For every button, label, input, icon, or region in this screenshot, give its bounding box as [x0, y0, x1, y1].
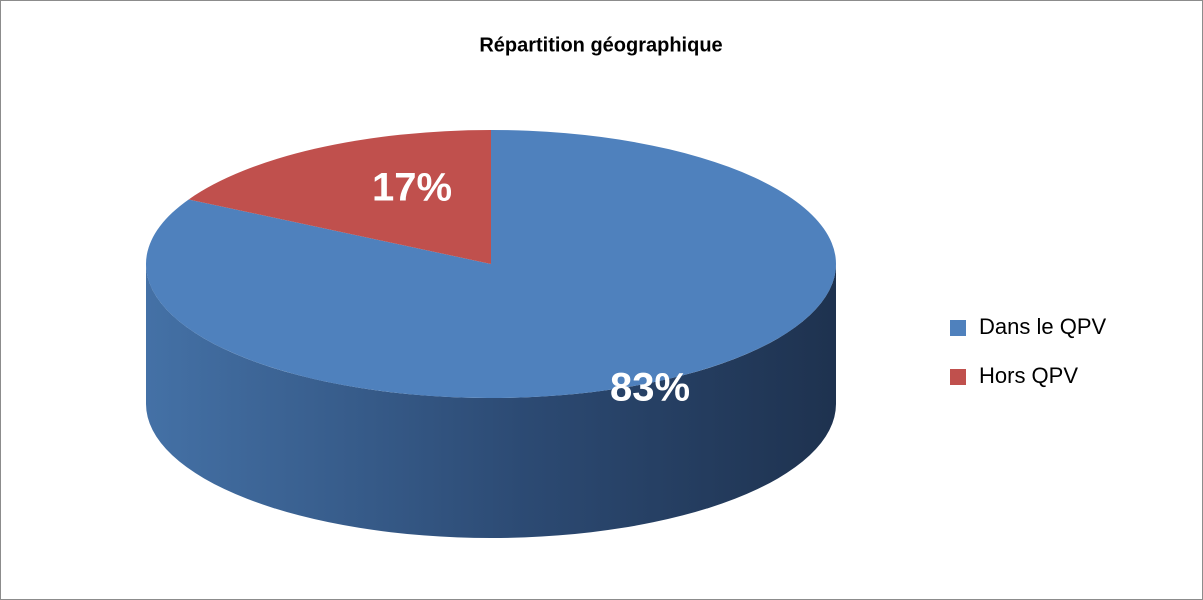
pie-slice	[145, 130, 837, 399]
legend-label: Dans le QPV	[979, 314, 1106, 339]
chart-title: Répartition géographique	[479, 34, 722, 56]
pie-slice	[188, 130, 491, 264]
legend-label: Hors QPV	[979, 363, 1078, 388]
legend-swatch	[950, 369, 966, 385]
pie-side	[146, 264, 836, 538]
data-label: 83%	[610, 366, 690, 410]
data-label: 17%	[372, 166, 452, 210]
legend-swatch	[950, 320, 966, 336]
